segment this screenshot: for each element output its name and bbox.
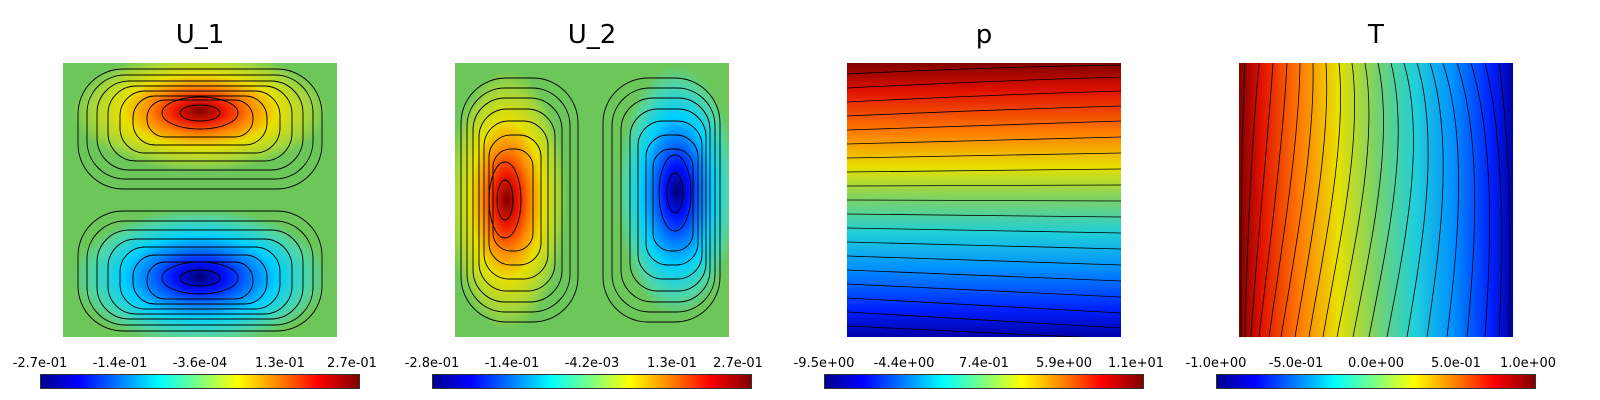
- colorbar-tick-max: 2.7e-01: [713, 356, 763, 371]
- panel-title: p: [975, 20, 993, 50]
- colorbar-tick-min: -1.0e+00: [1185, 356, 1247, 371]
- colorbar-tick: -4.4e+00: [873, 356, 935, 371]
- colorbar-ticks-t: -1.0e+00 -5.0e-01 0.0e+00 5.0e-01 1.0e+0…: [1176, 356, 1576, 372]
- panel-u1: U_1: [0, 0, 400, 400]
- field-plot-t: [1239, 63, 1513, 337]
- colorbar-tick-max: 1.0e+00: [1499, 356, 1557, 371]
- colorbar-ticks-p: -9.5e+00 -4.4e+00 7.4e-01 5.9e+00 1.1e+0…: [784, 356, 1184, 372]
- colorbar-u1: [40, 374, 360, 389]
- colorbar-tick: -1.4e-01: [92, 356, 148, 371]
- panel-t: T: [1176, 0, 1576, 400]
- colorbar-tick: 5.9e+00: [1035, 356, 1093, 371]
- field-plot-u2: [455, 63, 729, 337]
- field-plot-u1: [63, 63, 337, 337]
- colorbar-tick: 7.4e-01: [959, 356, 1009, 371]
- colorbar-tick: -4.2e-03: [564, 356, 620, 371]
- panel-title: U_1: [175, 20, 225, 50]
- colorbar-tick-max: 2.7e-01: [327, 356, 377, 371]
- colorbar-u2: [432, 374, 752, 389]
- colorbar-tick: 1.3e-01: [255, 356, 305, 371]
- colorbar-tick: 0.0e+00: [1347, 356, 1405, 371]
- colorbar-t: [1216, 374, 1536, 389]
- colorbar-tick: -3.6e-04: [172, 356, 228, 371]
- colorbar-tick: -1.4e-01: [484, 356, 540, 371]
- colorbar-ticks-u2: -2.8e-01 -1.4e-01 -4.2e-03 1.3e-01 2.7e-…: [392, 356, 792, 372]
- colorbar-tick: 1.3e-01: [647, 356, 697, 371]
- colorbar-tick-min: -9.5e+00: [793, 356, 855, 371]
- colorbar-tick-min: -2.7e-01: [12, 356, 68, 371]
- panel-u2: U_2: [392, 0, 792, 400]
- colorbar-tick: -5.0e-01: [1268, 356, 1324, 371]
- colorbar-tick-max: 1.1e+01: [1107, 356, 1165, 371]
- panel-title: U_2: [567, 20, 617, 50]
- field-plot-p: [847, 63, 1121, 337]
- colorbar-p: [824, 374, 1144, 389]
- colorbar-ticks-u1: -2.7e-01 -1.4e-01 -3.6e-04 1.3e-01 2.7e-…: [0, 356, 400, 372]
- colorbar-tick: 5.0e-01: [1431, 356, 1481, 371]
- colorbar-tick-min: -2.8e-01: [404, 356, 460, 371]
- panel-title: T: [1368, 20, 1384, 50]
- panel-p: p -9.5e+00 -4.4e+00 7.4e-: [784, 0, 1184, 400]
